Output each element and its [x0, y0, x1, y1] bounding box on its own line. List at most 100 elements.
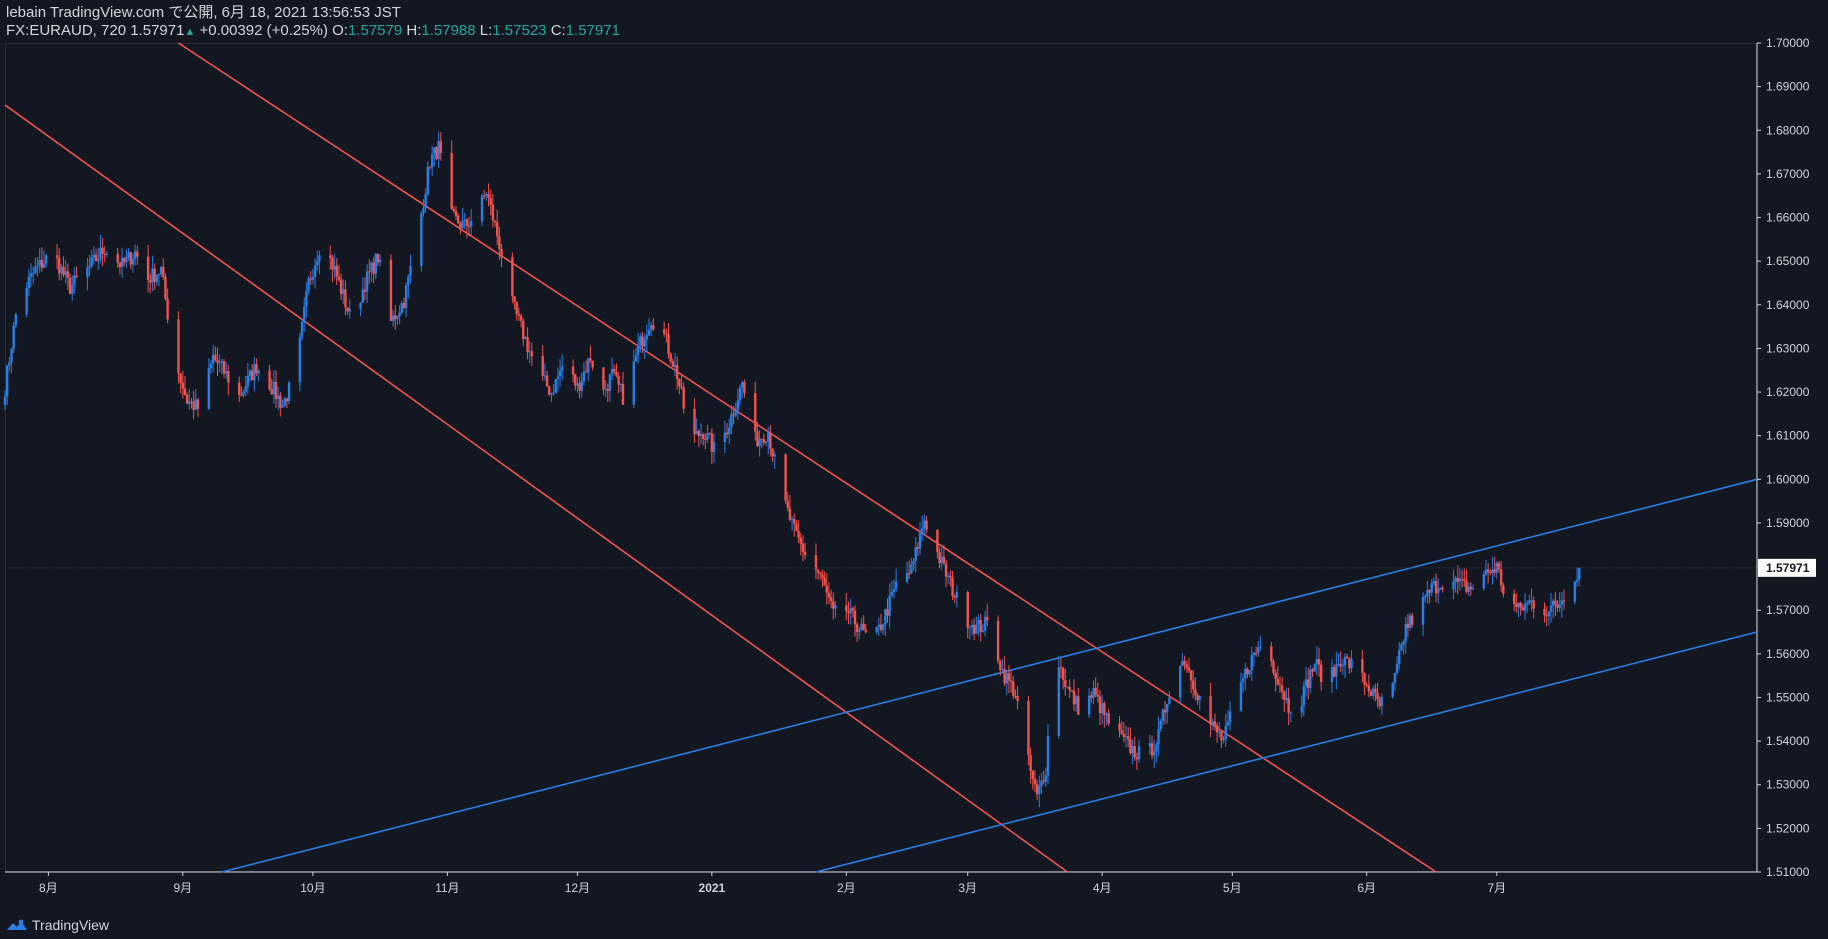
candle-body [1124, 736, 1128, 738]
footer-brand[interactable]: TradingView [6, 917, 109, 933]
candle-body [489, 197, 492, 205]
last-price-label: 1.57971 [1758, 558, 1816, 577]
candle-body [910, 564, 913, 574]
candle-body [541, 356, 544, 376]
red-trend-line[interactable] [178, 42, 1437, 873]
candle-body [793, 518, 796, 524]
red-trend-line[interactable] [4, 104, 1068, 873]
candle-body [1213, 721, 1217, 726]
candle-body [237, 382, 241, 395]
symbol-legend: FX:EURAUD, 720 1.57971▲ +0.00392 (+0.25%… [6, 22, 620, 40]
x-tick-label: 9月 [173, 881, 192, 895]
high-value: 1.57988 [421, 22, 476, 39]
candle-body [277, 395, 280, 400]
candle-body [311, 276, 315, 280]
candle-body [730, 414, 733, 428]
candle-body [894, 581, 898, 589]
candle-body [136, 251, 139, 257]
candle-body [1280, 685, 1284, 692]
price-axis[interactable]: 1.70000 1.69000 1.68000 1.67000 1.66000 1.650… [1757, 36, 1810, 879]
candle-body [524, 337, 527, 340]
candle-body [1220, 731, 1223, 741]
candle-body [1103, 703, 1106, 715]
candle-body [316, 261, 319, 266]
candle-body [816, 569, 820, 573]
candle-body [279, 395, 282, 408]
candle-body [1439, 587, 1442, 589]
candle-body [849, 608, 852, 614]
candle-body [511, 257, 514, 297]
candle-body [1222, 739, 1225, 741]
candle-body [1057, 667, 1061, 736]
blue-trend-line[interactable] [221, 478, 1758, 873]
candle-body [1135, 757, 1139, 760]
candle-body [1575, 579, 1579, 582]
candle-body [1250, 654, 1253, 671]
candle-body [636, 344, 640, 356]
candle-body [526, 337, 529, 352]
candle-body [667, 334, 670, 354]
candle-body [1441, 587, 1444, 590]
candle-body [944, 563, 948, 577]
candle-body [678, 379, 681, 387]
candle-body [1137, 746, 1141, 760]
candle-body [938, 551, 941, 564]
candle-body [986, 616, 989, 621]
candle-body [1484, 569, 1488, 575]
time-axis[interactable]: 8月 9月 10月 11月 12月 2021 2月 3月 4月 5月 6月 7月 [39, 872, 1506, 895]
candle-body [1120, 730, 1123, 734]
candle-body [1246, 668, 1249, 675]
candle-body [608, 374, 612, 391]
candle-body [467, 225, 471, 227]
candle-body [309, 278, 312, 280]
candle-body [1198, 695, 1201, 701]
y-tick-label: 1.63000 [1766, 341, 1810, 355]
candle-body [482, 195, 486, 197]
candle-body [578, 383, 581, 391]
candle-body [1239, 682, 1243, 712]
candle-body [773, 454, 776, 457]
candle-body [500, 248, 503, 258]
candle-body [218, 362, 221, 364]
candle-body [38, 259, 41, 266]
candle-body [545, 375, 549, 387]
candle-body [860, 623, 863, 631]
candle-body [606, 388, 609, 391]
candle-body [227, 370, 230, 383]
candle-body [970, 625, 974, 628]
candle-body [1276, 678, 1280, 685]
trend-lines[interactable] [4, 42, 1758, 873]
candle-body [1528, 600, 1531, 604]
candle-body [1543, 608, 1546, 616]
candle-body [1486, 569, 1490, 573]
candle-body [1402, 641, 1405, 645]
candle-body [86, 267, 89, 278]
candle-body [94, 254, 98, 262]
candle-body [1421, 596, 1425, 625]
candle-body [318, 255, 321, 262]
candle-body [942, 556, 946, 564]
candle-body [561, 366, 564, 371]
candle-body [1547, 611, 1551, 617]
blue-trend-line[interactable] [815, 631, 1758, 873]
candle-body [522, 320, 525, 340]
y-tick-label: 1.51000 [1766, 865, 1810, 879]
candle-body [1009, 680, 1013, 682]
candle-body [1372, 688, 1375, 696]
candle-body [461, 220, 464, 228]
candle-body [641, 336, 644, 347]
candle-body [164, 277, 167, 299]
candle-body [1532, 600, 1535, 609]
symbol-label[interactable]: FX:EURAUD, 720 [6, 22, 127, 39]
y-tick-label: 1.70000 [1766, 36, 1810, 50]
candle-body [391, 315, 395, 322]
candle-body [491, 204, 495, 221]
candle-body [374, 254, 377, 274]
candle-body [829, 597, 833, 602]
candle-body [617, 376, 620, 385]
candle-body [162, 267, 165, 278]
candle-body [1471, 588, 1475, 590]
candle-body [704, 438, 707, 440]
candle-body [428, 166, 432, 168]
